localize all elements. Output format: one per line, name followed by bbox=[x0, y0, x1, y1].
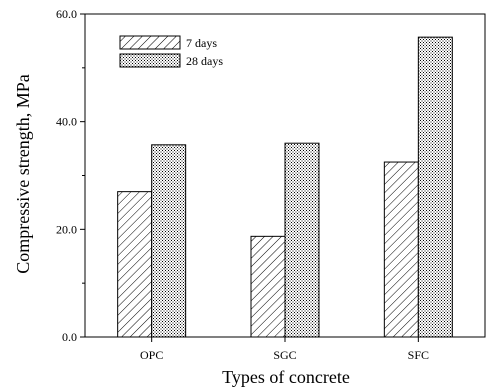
x-tick-label: SGC bbox=[273, 348, 296, 362]
y-tick-label: 0.0 bbox=[62, 330, 77, 344]
y-tick-label: 20.0 bbox=[56, 222, 77, 236]
y-axis-title: Compressive strength, MPa bbox=[13, 74, 33, 274]
bar-sfc-28-days bbox=[417, 36, 453, 338]
bar-opc-28-days bbox=[151, 144, 187, 338]
legend-swatch bbox=[119, 35, 181, 50]
bar-sgc-7-days bbox=[250, 235, 286, 338]
legend-swatch bbox=[119, 53, 181, 68]
legend-label: 7 days bbox=[186, 36, 217, 50]
bar-opc-7-days bbox=[117, 191, 153, 338]
x-tick-label: OPC bbox=[140, 348, 163, 362]
plot-area: 0.0 20.0 40.0 60.0 OPC SGC SFC 7 days 28 days bbox=[56, 7, 486, 362]
y-tick-label: 40.0 bbox=[56, 115, 77, 129]
bar-sgc-28-days bbox=[284, 142, 320, 338]
legend-label: 28 days bbox=[186, 54, 223, 68]
y-tick-label: 60.0 bbox=[56, 7, 77, 21]
bar-sfc-7-days bbox=[383, 161, 419, 338]
x-axis-title: Types of concrete bbox=[222, 367, 350, 387]
x-tick-label: SFC bbox=[408, 348, 429, 362]
